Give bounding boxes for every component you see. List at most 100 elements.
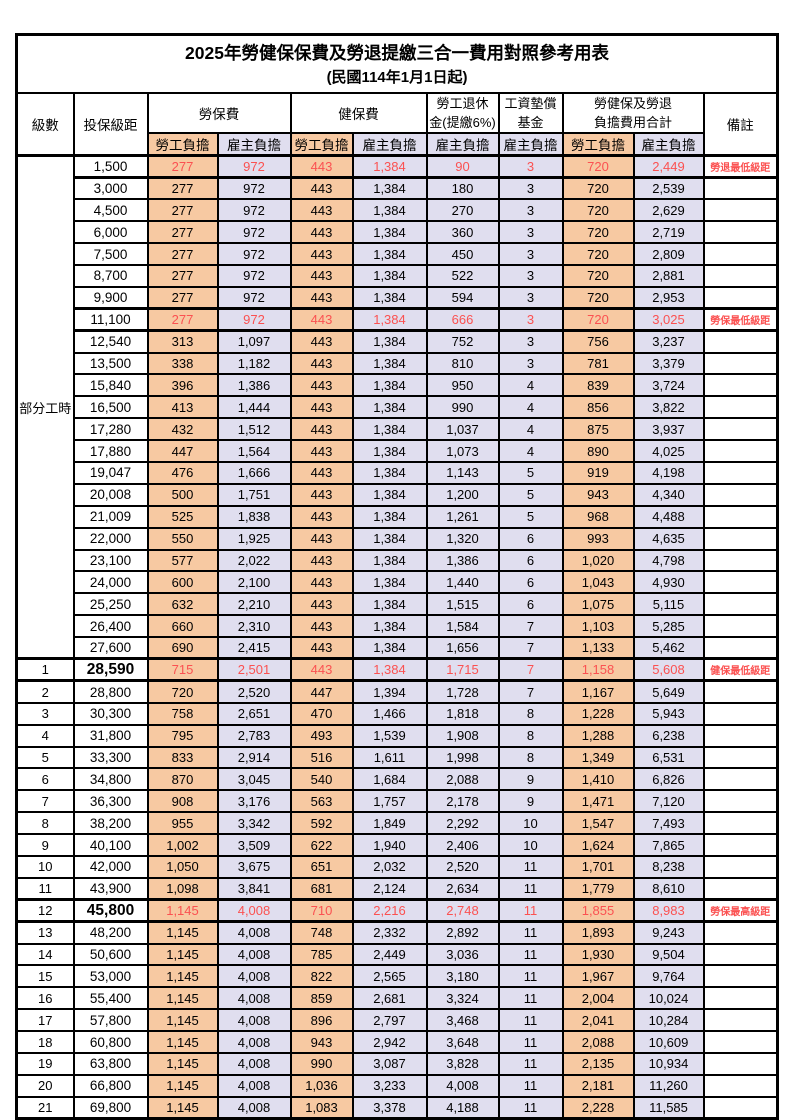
fee-cell: 1,940 bbox=[351, 833, 428, 857]
fee-cell: 1,145 bbox=[146, 1052, 219, 1076]
fee-cell: 1,145 bbox=[146, 920, 219, 945]
fee-cell: 3 bbox=[497, 285, 564, 310]
remark-cell bbox=[702, 417, 779, 442]
fee-cell: 360 bbox=[425, 220, 500, 245]
bracket-cell: 8,700 bbox=[72, 263, 149, 288]
col-header-remark: 備註 bbox=[702, 92, 779, 157]
fee-cell: 432 bbox=[146, 417, 219, 442]
premium-table: 2025年勞健保保費及勞退提繳三合一費用對照參考用表 (民國114年1月1日起)… bbox=[15, 33, 779, 1120]
col-header-level: 級數 bbox=[15, 92, 75, 157]
fee-cell: 11 bbox=[497, 942, 564, 967]
fee-cell: 9 bbox=[497, 789, 564, 814]
remark-cell bbox=[702, 526, 779, 551]
fee-cell: 11 bbox=[497, 855, 564, 879]
bracket-cell: 42,000 bbox=[72, 855, 149, 879]
fee-cell: 500 bbox=[146, 482, 219, 507]
fee-cell: 968 bbox=[561, 504, 635, 529]
bracket-cell: 60,800 bbox=[72, 1030, 149, 1055]
fee-cell: 9,504 bbox=[632, 942, 705, 967]
fee-cell: 1,684 bbox=[351, 767, 428, 792]
table-row: 15 53,000 1,145 4,008 822 2,565 3,180 11 1,967 9,… bbox=[15, 964, 779, 989]
bracket-cell: 43,900 bbox=[72, 876, 149, 901]
fee-cell: 756 bbox=[561, 329, 635, 354]
table-row: 11 43,900 1,098 3,841 681 2,124 2,634 11 1,779 8,… bbox=[15, 876, 779, 901]
fee-cell: 7,493 bbox=[632, 811, 705, 836]
fee-cell: 2,892 bbox=[425, 920, 500, 945]
fee-cell: 720 bbox=[561, 154, 635, 179]
fee-cell: 2,449 bbox=[351, 942, 428, 967]
fee-cell: 1,701 bbox=[561, 855, 635, 879]
header-row-shares: 勞工負擔 雇主負擔 勞工負擔 雇主負擔 雇主負擔 雇主負擔 勞工負擔 雇主負擔 bbox=[17, 132, 778, 157]
remark-cell bbox=[702, 439, 779, 463]
fee-cell: 7 bbox=[497, 679, 564, 704]
remark-cell bbox=[702, 1052, 779, 1076]
fee-cell: 1,838 bbox=[216, 504, 292, 529]
fee-cell: 443 bbox=[289, 263, 354, 288]
level-cell: 17 bbox=[15, 1008, 75, 1033]
fee-cell: 1,098 bbox=[146, 876, 219, 901]
bracket-cell: 31,800 bbox=[72, 723, 149, 748]
table-row: 7 36,300 908 3,176 563 1,757 2,178 9 1,471 7,120 bbox=[15, 789, 779, 814]
table-row: 16 55,400 1,145 4,008 859 2,681 3,324 11 2,004 10… bbox=[15, 986, 779, 1011]
fee-cell: 1,384 bbox=[351, 176, 428, 201]
table-row: 3,000 277 972 443 1,384 180 3 720 2,539 bbox=[17, 176, 779, 201]
remark-cell bbox=[702, 789, 779, 814]
fee-cell: 8 bbox=[497, 701, 564, 726]
fee-cell: 3,036 bbox=[425, 942, 500, 967]
fee-cell: 522 bbox=[425, 263, 500, 288]
table-row: 19,047 476 1,666 443 1,384 1,143 5 919 4,198 bbox=[17, 460, 779, 485]
level-cell: 4 bbox=[15, 723, 75, 748]
level-cell: 7 bbox=[15, 789, 75, 814]
fee-cell: 1,539 bbox=[351, 723, 428, 748]
fee-cell: 1,444 bbox=[216, 395, 292, 420]
fee-cell: 7,865 bbox=[632, 833, 705, 857]
bracket-cell: 69,800 bbox=[72, 1095, 149, 1120]
fee-cell: 11 bbox=[497, 1095, 564, 1120]
bracket-cell: 33,300 bbox=[72, 745, 149, 770]
table-body: 部分工時 1,500 277 972 443 1,384 90 3 720 2,449 勞退最低級距… bbox=[15, 153, 779, 1120]
fee-cell: 4,008 bbox=[216, 1030, 292, 1055]
fee-cell: 476 bbox=[146, 460, 219, 485]
fee-cell: 11 bbox=[497, 1052, 564, 1076]
remark-cell bbox=[702, 767, 779, 792]
fee-cell: 7,120 bbox=[632, 789, 705, 814]
fee-cell: 3,675 bbox=[216, 855, 292, 879]
fee-cell: 1,384 bbox=[351, 351, 428, 376]
remark-cell bbox=[702, 395, 779, 420]
fee-cell: 6,826 bbox=[632, 767, 705, 792]
fee-cell: 7 bbox=[497, 657, 564, 683]
fee-cell: 1,384 bbox=[351, 548, 428, 573]
fee-cell: 2,216 bbox=[351, 898, 428, 924]
part-time-merged-cell: 部分工時 bbox=[15, 153, 75, 661]
fee-cell: 3,342 bbox=[216, 811, 292, 836]
fee-cell: 896 bbox=[289, 1008, 354, 1033]
table-row: 6 34,800 870 3,045 540 1,684 2,088 9 1,410 6,826 bbox=[15, 767, 779, 792]
fee-cell: 277 bbox=[146, 307, 219, 333]
fee-cell: 1,145 bbox=[146, 942, 219, 967]
remark-cell bbox=[702, 570, 779, 595]
fee-cell: 413 bbox=[146, 395, 219, 420]
fee-cell: 6 bbox=[497, 592, 564, 617]
fee-cell: 1,349 bbox=[561, 745, 635, 770]
fee-cell: 3,025 bbox=[632, 307, 705, 333]
fee-cell: 600 bbox=[146, 570, 219, 595]
fee-cell: 3,378 bbox=[351, 1095, 428, 1120]
fee-cell: 1,855 bbox=[561, 898, 635, 924]
fee-cell: 1,967 bbox=[561, 964, 635, 989]
fee-cell: 470 bbox=[289, 701, 354, 726]
table-row: 4,500 277 972 443 1,384 270 3 720 2,629 bbox=[17, 198, 779, 223]
fee-cell: 4,930 bbox=[632, 570, 705, 595]
fee-cell: 720 bbox=[561, 307, 635, 333]
bracket-cell: 26,400 bbox=[72, 614, 149, 639]
title-block: 2025年勞健保保費及勞退提繳三合一費用對照參考用表 (民國114年1月1日起) bbox=[15, 33, 779, 94]
fee-cell: 1,145 bbox=[146, 986, 219, 1011]
remark-cell bbox=[702, 285, 779, 310]
fee-cell: 972 bbox=[216, 307, 292, 333]
level-cell: 14 bbox=[15, 942, 75, 967]
col-header-wage-fund: 工資墊償 基金 bbox=[497, 92, 564, 134]
fee-cell: 919 bbox=[561, 460, 635, 485]
fee-cell: 338 bbox=[146, 351, 219, 376]
fee-cell: 1,145 bbox=[146, 964, 219, 989]
fee-cell: 720 bbox=[561, 220, 635, 245]
fee-cell: 592 bbox=[289, 811, 354, 836]
